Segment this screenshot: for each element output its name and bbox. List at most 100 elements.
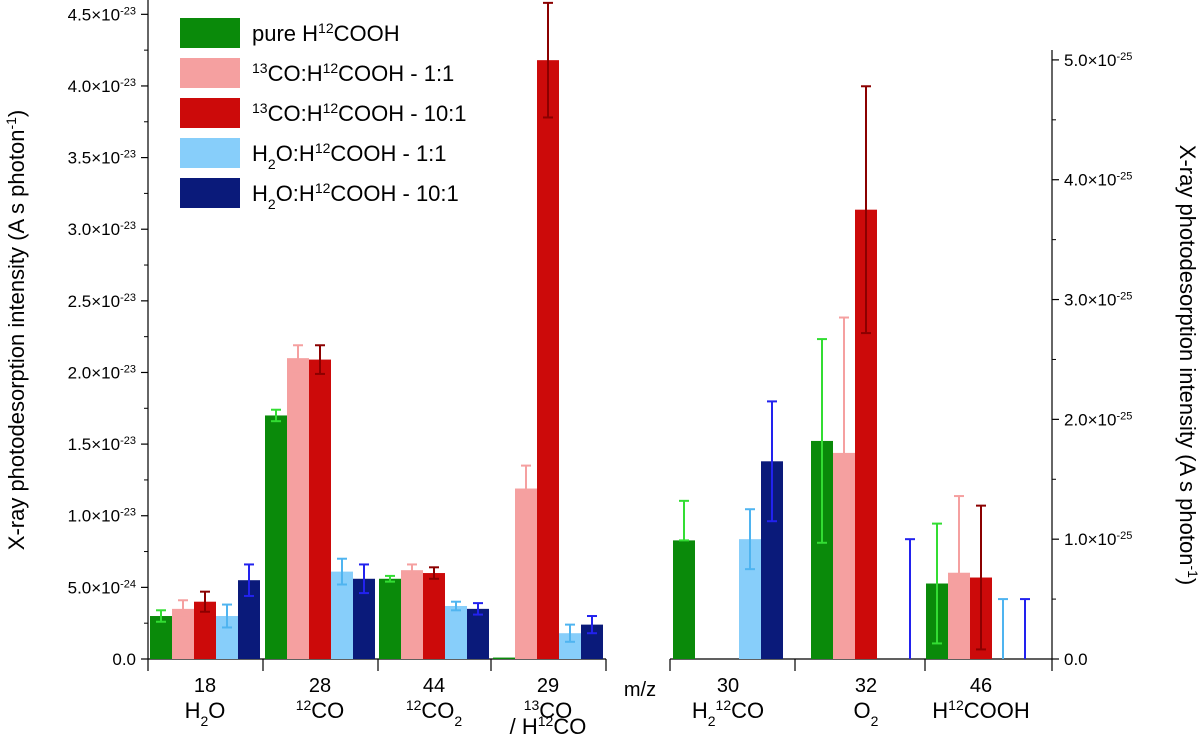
x-species-label: O2 <box>854 698 879 729</box>
x-species-label: 12CO <box>296 697 345 723</box>
x-species-label: H12COOH <box>932 697 1029 723</box>
bar <box>238 580 260 659</box>
right-tick-label-part: 2.0×10 <box>1064 410 1116 429</box>
left-axis-title: X-ray photodesorption intensity (A s pho… <box>3 110 29 550</box>
x-species-label-part: CO <box>311 698 344 723</box>
left-tick-label: 1.5×10-23 <box>68 435 136 454</box>
bar <box>353 578 375 659</box>
x-species-label-part: 2 <box>200 713 208 729</box>
x-tick-label-mz: 46 <box>970 675 992 697</box>
legend-label-part: COOH - 10:1 <box>338 101 466 126</box>
legend-label-part: 12 <box>315 140 331 156</box>
bar <box>150 616 172 659</box>
legend-label-part: CO:H <box>268 61 323 86</box>
legend-label: 13CO:H12COOH - 1:1 <box>252 60 454 86</box>
legend-swatch <box>180 98 240 128</box>
bar <box>467 608 489 659</box>
x-species-label-line2-part: CO <box>553 714 586 736</box>
bar <box>265 415 287 659</box>
legend-swatch <box>180 138 240 168</box>
legend-label-part: COOH <box>334 21 400 46</box>
left-tick-label-part: 4.0×10 <box>68 77 120 96</box>
legend-label-part: COOH - 1:1 <box>330 141 446 166</box>
right-tick-label-part: 1.0×10 <box>1064 530 1116 549</box>
x-tick-label-mz: 28 <box>309 675 331 697</box>
right-axis-title-part: ) <box>1175 578 1200 585</box>
x-tick-label-mz: 18 <box>194 675 216 697</box>
legend-label-part: 12 <box>323 60 339 76</box>
bar <box>423 573 445 659</box>
legend-label-part: 13 <box>252 60 268 76</box>
bar-group-mz-46 <box>926 495 1030 659</box>
legend-swatch <box>180 18 240 48</box>
bar <box>559 633 581 659</box>
right-tick-label: 5.0×10-25 <box>1064 51 1132 70</box>
left-tick-label-part: -23 <box>120 435 136 447</box>
left-tick-label-part: 3.5×10 <box>68 149 120 168</box>
x-species-label-part: H <box>932 698 948 723</box>
left-tick-label-part: 3.0×10 <box>68 220 120 239</box>
legend-swatch <box>180 178 240 208</box>
left-tick-label: 3.5×10-23 <box>68 149 136 168</box>
x-species-label: 12CO2 <box>406 697 463 729</box>
left-tick-label: 5.0×10-24 <box>68 578 136 597</box>
x-species-label-line2-part: / H <box>510 714 538 736</box>
left-tick-label-part: -23 <box>120 363 136 375</box>
mz-label: m/z <box>624 679 656 701</box>
x-species-label-part: H <box>185 698 201 723</box>
x-species-label-part: O <box>854 698 871 723</box>
bar-group-mz-30 <box>673 400 783 659</box>
right-tick-label-part: 0.0 <box>1064 650 1088 669</box>
x-tick-label-mz: 30 <box>717 675 739 697</box>
legend-label-part: 12 <box>318 20 334 36</box>
right-axis-title: X-ray photodesorption intensity (A s pho… <box>1175 145 1200 585</box>
x-species-label-part: 12 <box>406 697 422 713</box>
legend-label-part: H <box>252 141 268 166</box>
bar-group-mz-28 <box>265 344 375 659</box>
x-species-label: H2O <box>185 698 226 729</box>
right-tick-label-part: 3.0×10 <box>1064 291 1116 310</box>
bar <box>537 60 559 660</box>
x-species-label-part: CO <box>731 698 764 723</box>
bar-group-mz-44 <box>379 563 489 659</box>
legend-label-part: O:H <box>276 141 315 166</box>
bar <box>673 540 695 659</box>
left-tick-label: 1.0×10-23 <box>68 507 136 526</box>
right-tick-label-part: -25 <box>1116 530 1132 542</box>
legend-label-part: H <box>252 181 268 206</box>
bar <box>172 608 194 659</box>
left-tick-label: 3.0×10-23 <box>68 220 136 239</box>
left-tick-label-part: -24 <box>120 578 136 590</box>
right-tick-label: 4.0×10-25 <box>1064 171 1132 190</box>
right-axis-title-part: -1 <box>1185 565 1200 578</box>
x-species-label-part: O <box>208 698 225 723</box>
x-species-label-part: COOH <box>964 698 1030 723</box>
x-species-label-part: H <box>692 698 708 723</box>
bar <box>309 359 331 659</box>
left-tick-label-part: 0.0 <box>112 650 136 669</box>
right-tick-label: 2.0×10-25 <box>1064 410 1132 429</box>
legend-label-part: O:H <box>276 181 315 206</box>
left-tick-label-part: -23 <box>120 5 136 17</box>
right-tick-label-part: -25 <box>1116 51 1132 63</box>
left-tick-label-part: -23 <box>120 77 136 89</box>
bar <box>194 601 216 659</box>
right-tick-label: 1.0×10-25 <box>1064 530 1132 549</box>
legend-label-part: COOH - 1:1 <box>338 61 454 86</box>
left-axis-title-part: X-ray photodesorption intensity (A s pho… <box>4 130 29 551</box>
bar <box>855 209 877 659</box>
x-species-label-part: 13 <box>524 697 540 713</box>
bar <box>581 624 603 659</box>
x-species-label-line2: / H12CO <box>510 713 587 736</box>
left-tick-label-part: 2.0×10 <box>68 363 120 382</box>
legend-label-part: COOH - 10:1 <box>330 181 458 206</box>
legend-label-part: 2 <box>268 156 276 172</box>
bar <box>401 570 423 659</box>
x-species-label-part: CO <box>421 698 454 723</box>
x-species-label-line2-part: 12 <box>538 713 554 729</box>
left-tick-label-part: 1.5×10 <box>68 435 120 454</box>
right-tick-label-part: -25 <box>1116 291 1132 303</box>
left-tick-label-part: 5.0×10 <box>68 578 120 597</box>
bar <box>493 657 515 659</box>
